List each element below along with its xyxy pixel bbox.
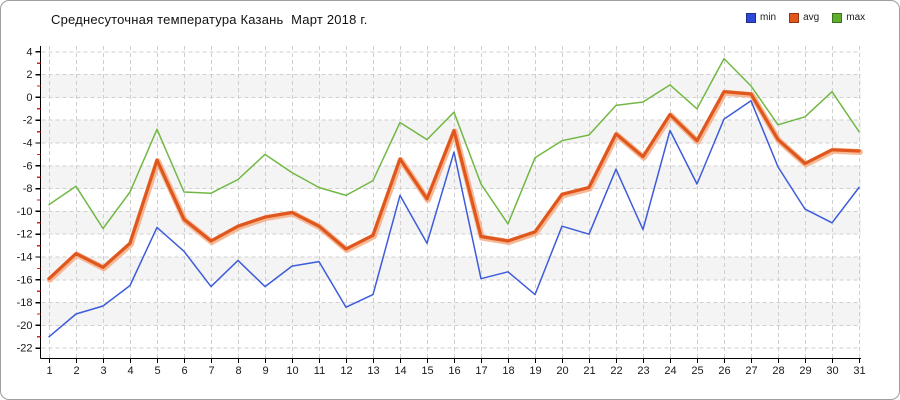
svg-text:20: 20 (556, 365, 568, 377)
svg-text:5: 5 (154, 365, 160, 377)
svg-text:-18: -18 (17, 297, 33, 309)
x-axis-labels: 1 2 3 4 5 6 7 8 9 10 11 12 13 14 15 16 17 18 19 20 21 22 23 24 2… (46, 365, 865, 377)
svg-text:-8: -8 (23, 183, 33, 195)
max-series-swatch (832, 12, 843, 23)
svg-text:-16: -16 (17, 274, 33, 286)
vertical-gridlines (49, 46, 860, 359)
svg-text:-6: -6 (23, 160, 33, 172)
svg-text:2: 2 (26, 69, 32, 81)
legend-item-max: max (832, 12, 865, 23)
legend: min avg max (746, 12, 865, 23)
y-axis-labels: 4 2 0 -2 -4 -6 -8 -10 -12 -14 -16 -18 -20 -22 (17, 46, 33, 354)
svg-text:31: 31 (853, 365, 865, 377)
svg-text:-14: -14 (17, 252, 33, 264)
svg-text:28: 28 (772, 365, 784, 377)
svg-text:4: 4 (26, 46, 32, 58)
svg-text:27: 27 (745, 365, 757, 377)
svg-text:7: 7 (208, 365, 214, 377)
legend-label-min: min (760, 12, 777, 23)
svg-text:0: 0 (26, 92, 32, 104)
svg-text:2: 2 (73, 365, 79, 377)
svg-text:22: 22 (610, 365, 622, 377)
y-axis-minor-ticks (37, 62, 41, 338)
svg-text:-10: -10 (17, 206, 33, 218)
legend-label-max: max (846, 12, 866, 23)
svg-text:-12: -12 (17, 229, 33, 241)
svg-text:12: 12 (340, 365, 352, 377)
avg-temperature-line (47, 90, 861, 281)
svg-text:-20: -20 (17, 320, 33, 332)
legend-item-min: min (746, 12, 776, 23)
chart-title: Среднесуточная температура Казань Март 2… (51, 12, 368, 27)
svg-text:1: 1 (46, 365, 52, 377)
max-temperature-line (48, 57, 860, 230)
svg-text:15: 15 (421, 365, 433, 377)
svg-text:-2: -2 (23, 115, 33, 127)
svg-text:30: 30 (826, 365, 838, 377)
svg-text:8: 8 (235, 365, 241, 377)
min-series-swatch (746, 12, 756, 23)
plot-bands (41, 74, 861, 326)
legend-item-avg: avg (789, 12, 819, 23)
y-axis-major-ticks (35, 51, 41, 349)
svg-text:18: 18 (502, 365, 514, 377)
svg-text:29: 29 (799, 365, 811, 377)
x-axis-ticks (48, 358, 861, 363)
svg-text:4: 4 (127, 365, 133, 377)
svg-text:-22: -22 (17, 343, 33, 355)
svg-text:17: 17 (475, 365, 487, 377)
svg-text:11: 11 (314, 365, 325, 377)
svg-text:-4: -4 (23, 138, 33, 150)
svg-text:25: 25 (691, 365, 703, 377)
legend-label-avg: avg (803, 12, 820, 23)
svg-text:9: 9 (262, 365, 268, 377)
svg-text:26: 26 (718, 365, 730, 377)
svg-text:19: 19 (529, 365, 541, 377)
svg-text:21: 21 (583, 365, 595, 377)
avg-series-swatch (789, 12, 800, 23)
svg-text:10: 10 (286, 365, 298, 377)
svg-text:3: 3 (100, 365, 106, 377)
svg-text:13: 13 (367, 365, 379, 377)
svg-text:6: 6 (181, 365, 187, 377)
svg-text:24: 24 (664, 365, 676, 377)
svg-text:16: 16 (448, 365, 460, 377)
svg-text:23: 23 (637, 365, 649, 377)
min-temperature-line (48, 100, 860, 338)
svg-text:14: 14 (394, 365, 406, 377)
